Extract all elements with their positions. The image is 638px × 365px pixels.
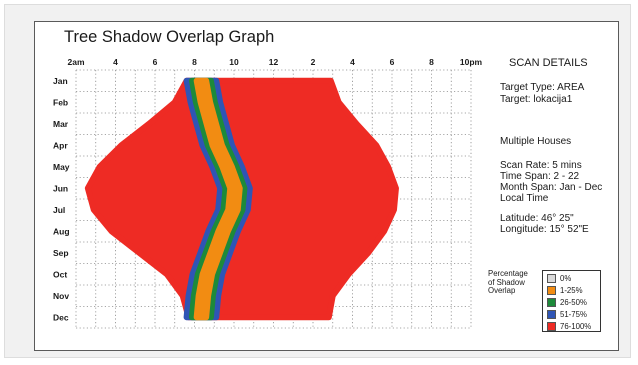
shadow-band-1-25	[193, 77, 243, 321]
legend-item: 51-75%	[547, 309, 587, 319]
x-tick-label: 2am	[67, 57, 84, 67]
legend-label: 0%	[560, 273, 572, 283]
legend-label: 1-25%	[560, 285, 583, 295]
legend-item: 26-50%	[547, 297, 587, 307]
shadow-band-26-50	[188, 77, 248, 321]
legend-title: Percentage of Shadow Overlap	[488, 269, 528, 296]
legend-swatch	[547, 321, 556, 331]
x-tick-label: 8	[192, 57, 197, 67]
legend-item: 1-25%	[547, 285, 583, 295]
y-tick-label: Apr	[53, 140, 68, 150]
latitude-text: Latitude: 46° 25"	[500, 213, 574, 224]
target-type-text: Target Type: AREA	[500, 82, 585, 93]
legend-swatch	[547, 285, 556, 295]
y-tick-label: Jul	[53, 205, 65, 215]
legend-label: 26-50%	[560, 297, 587, 307]
scan-details-heading: SCAN DETAILS	[509, 57, 588, 69]
x-tick-label: 10pm	[460, 57, 483, 67]
x-tick-label: 8	[429, 57, 434, 67]
x-tick-label: 6	[153, 57, 158, 67]
local-time-text: Local Time	[500, 193, 549, 204]
y-tick-label: Jun	[53, 183, 68, 193]
x-tick-label: 12	[269, 57, 279, 67]
y-tick-label: Dec	[53, 312, 69, 322]
x-tick-label: 2	[311, 57, 316, 67]
y-tick-label: May	[53, 162, 70, 172]
legend-title-line: of Shadow	[488, 277, 525, 287]
y-tick-label: Jan	[53, 76, 68, 86]
x-tick-label: 4	[350, 57, 355, 67]
longitude-text: Longitude: 15° 52"E	[500, 224, 589, 235]
houses-text: Multiple Houses	[500, 136, 572, 147]
chart-title: Tree Shadow Overlap Graph	[64, 28, 275, 46]
x-tick-label: 4	[113, 57, 118, 67]
month-span-text: Month Span: Jan - Dec	[500, 182, 603, 193]
x-tick-label: 10	[229, 57, 239, 67]
legend-title-line: Percentage	[488, 269, 528, 278]
legend-item: 76-100%	[547, 321, 591, 331]
y-tick-label: Aug	[53, 226, 70, 236]
y-tick-label: Nov	[53, 291, 69, 301]
time-span-text: Time Span: 2 - 22	[500, 171, 580, 182]
scan-rate-text: Scan Rate: 5 mins	[500, 160, 582, 171]
y-tick-label: Mar	[53, 119, 69, 129]
legend-swatch	[547, 273, 556, 283]
y-tick-label: Oct	[53, 269, 67, 279]
y-tick-label: Sep	[53, 248, 69, 258]
legend-label: 51-75%	[560, 309, 587, 319]
x-tick-label: 6	[390, 57, 395, 67]
legend-label: 76-100%	[560, 321, 592, 331]
legend-swatch	[547, 297, 556, 307]
legend-swatch	[547, 309, 556, 319]
target-text: Target: lokacija1	[500, 94, 573, 105]
legend-item: 0%	[547, 273, 571, 283]
y-tick-label: Feb	[53, 97, 68, 107]
legend: 0% 1-25% 26-50% 51-75% 76-100%	[542, 270, 601, 332]
legend-title-line: Overlap	[488, 286, 516, 295]
